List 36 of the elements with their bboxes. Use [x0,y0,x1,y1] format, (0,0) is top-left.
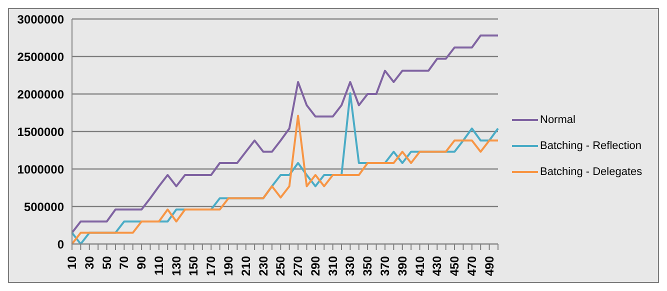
x-tick-label: 430 [430,256,444,276]
x-tick-label: 450 [448,256,462,276]
x-tick-label: 390 [395,256,410,276]
x-tick-label: 410 [412,256,427,276]
x-tick-label: 170 [204,256,218,276]
x-tick-label: 270 [291,256,306,276]
y-tick-label: 3000000 [17,12,64,26]
x-tick-label: 190 [221,256,236,276]
x-tick-label: 70 [117,256,132,270]
x-tick-label: 350 [360,256,375,276]
x-tick-label: 370 [378,256,392,276]
legend-label: Batching - Delegates [540,166,642,178]
x-tick-label: 150 [186,256,201,276]
x-tick-label: 30 [82,256,96,270]
x-tick-label: 250 [274,256,288,276]
x-tick-label: 50 [100,256,114,270]
y-tick-label: 2000000 [17,87,64,102]
x-tick-label: 470 [464,256,479,276]
x-tick-label: 330 [343,256,358,276]
x-tick-label: 90 [134,256,149,270]
x-tick-label: 490 [482,256,496,276]
x-tick-label: 230 [256,256,270,276]
y-tick-label: 1500000 [17,124,64,139]
x-tick-label: 290 [308,256,322,276]
x-tick-label: 130 [169,256,184,276]
y-tick-label: 2500000 [17,50,64,64]
y-tick-label: 1000000 [17,162,64,176]
line-series [71,34,499,234]
legend-label: Batching - Reflection [540,140,642,152]
y-tick-label: 500000 [24,200,64,214]
x-tick-label: 110 [152,256,166,276]
x-tick-label: 10 [65,256,79,270]
legend-label: Normal [540,114,576,126]
x-tick-label: 210 [238,256,253,276]
x-tick-label: 310 [326,256,340,276]
y-tick-label: 0 [57,237,64,252]
